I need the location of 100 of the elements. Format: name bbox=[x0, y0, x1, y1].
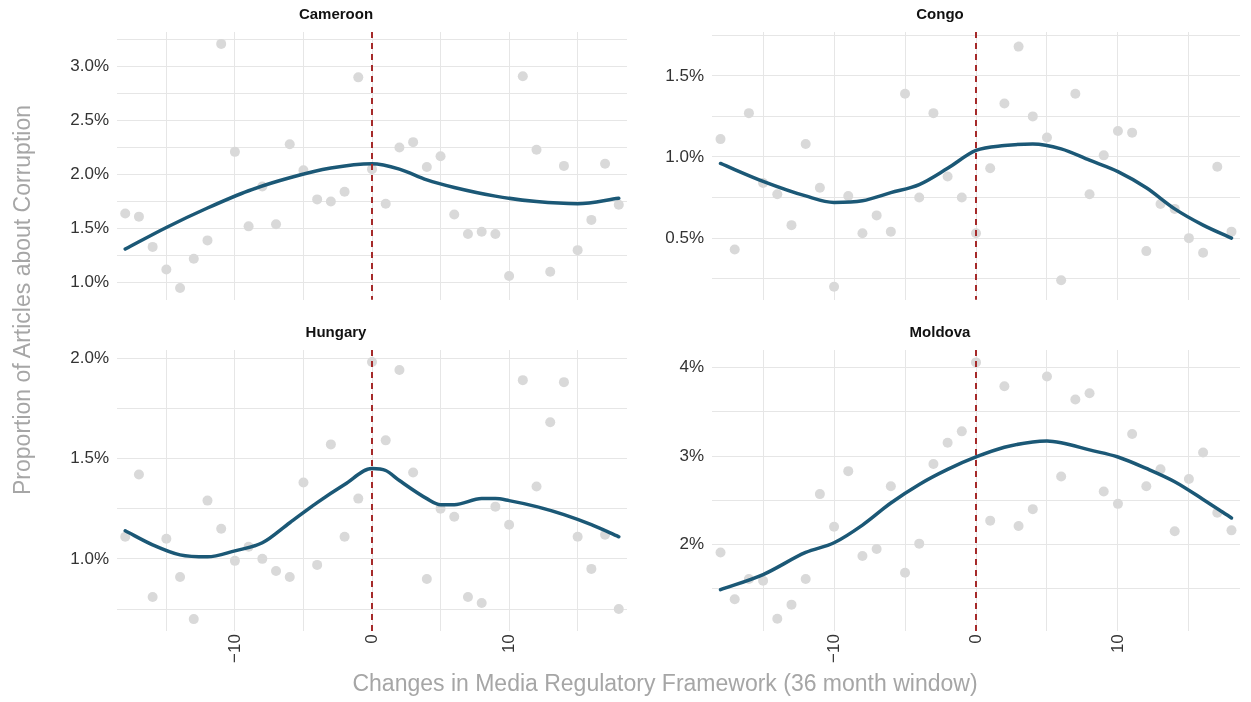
point bbox=[504, 519, 515, 530]
point bbox=[216, 523, 227, 534]
point bbox=[298, 477, 309, 488]
point bbox=[1084, 189, 1095, 200]
point bbox=[133, 211, 144, 222]
point bbox=[380, 198, 391, 209]
point bbox=[161, 264, 172, 275]
point bbox=[312, 559, 323, 570]
y-tick-label: 1.0% bbox=[70, 272, 109, 292]
point bbox=[133, 469, 144, 480]
point bbox=[758, 575, 769, 586]
point bbox=[271, 219, 282, 230]
point bbox=[914, 192, 925, 203]
point bbox=[284, 571, 295, 582]
y-tick-label: 1.5% bbox=[70, 218, 109, 238]
chart-title: Cameroon bbox=[298, 5, 374, 23]
point bbox=[216, 38, 227, 49]
y-tick-label: 1.0% bbox=[70, 548, 109, 568]
point bbox=[1141, 481, 1152, 492]
point bbox=[1226, 226, 1237, 237]
point bbox=[1041, 132, 1052, 143]
point bbox=[353, 72, 364, 83]
point bbox=[449, 209, 460, 220]
x-tick-label: 0 bbox=[965, 634, 985, 644]
point bbox=[914, 538, 925, 549]
point bbox=[715, 547, 726, 558]
point bbox=[1112, 126, 1123, 137]
point bbox=[999, 98, 1010, 109]
point bbox=[462, 592, 473, 603]
point bbox=[613, 199, 624, 210]
point bbox=[339, 186, 350, 197]
point bbox=[800, 138, 811, 149]
point bbox=[325, 439, 336, 450]
x-tick-label: −10 bbox=[224, 634, 244, 664]
point bbox=[462, 228, 473, 239]
point bbox=[147, 592, 158, 603]
point bbox=[928, 108, 939, 119]
x-tick-label: −10 bbox=[823, 634, 843, 664]
line-series bbox=[718, 439, 1234, 592]
point bbox=[786, 599, 797, 610]
point bbox=[885, 226, 896, 237]
point bbox=[531, 144, 542, 155]
chart-title: Hungary bbox=[305, 323, 368, 341]
point bbox=[1027, 504, 1038, 515]
point bbox=[1183, 474, 1194, 485]
point bbox=[243, 221, 254, 232]
point bbox=[1098, 150, 1109, 161]
point bbox=[284, 139, 295, 150]
point bbox=[871, 210, 882, 221]
point bbox=[586, 214, 597, 225]
point bbox=[772, 613, 783, 624]
y-tick-label: 2.5% bbox=[70, 110, 109, 130]
point bbox=[572, 531, 583, 542]
point bbox=[885, 481, 896, 492]
point bbox=[786, 220, 797, 231]
y-tick-label: 1.5% bbox=[665, 65, 704, 85]
y-tick-label: 4% bbox=[679, 357, 704, 377]
point bbox=[1070, 88, 1081, 99]
point bbox=[312, 194, 323, 205]
point bbox=[985, 515, 996, 526]
point bbox=[1198, 247, 1209, 258]
point bbox=[814, 182, 825, 193]
chart-title: Congo bbox=[916, 5, 964, 23]
point bbox=[1183, 233, 1194, 244]
point bbox=[421, 573, 432, 584]
point bbox=[1027, 111, 1038, 122]
chart-title: Moldova bbox=[909, 323, 972, 341]
point bbox=[871, 543, 882, 554]
x-tick-label: 0 bbox=[361, 634, 381, 644]
point bbox=[985, 163, 996, 174]
point bbox=[229, 555, 240, 566]
point bbox=[729, 244, 740, 255]
y-tick-label: 0.5% bbox=[665, 227, 704, 247]
point bbox=[147, 241, 158, 252]
point bbox=[517, 375, 528, 386]
point bbox=[1127, 127, 1138, 138]
point bbox=[956, 192, 967, 203]
point bbox=[956, 426, 967, 437]
point bbox=[715, 134, 726, 145]
point bbox=[188, 253, 199, 264]
point bbox=[175, 282, 186, 293]
point bbox=[257, 553, 268, 564]
point bbox=[490, 228, 501, 239]
y-tick-label: 3.0% bbox=[70, 56, 109, 76]
point bbox=[1169, 526, 1180, 537]
point bbox=[504, 271, 515, 282]
point bbox=[814, 489, 825, 500]
x-axis-title: Changes in Media Regulatory Framework (36 month window) bbox=[352, 670, 978, 697]
point bbox=[408, 467, 419, 478]
point bbox=[1127, 429, 1138, 439]
point bbox=[586, 563, 597, 574]
point bbox=[942, 437, 953, 448]
point bbox=[600, 158, 611, 169]
point bbox=[271, 565, 282, 576]
point bbox=[1212, 161, 1223, 172]
point bbox=[545, 417, 556, 428]
point bbox=[435, 151, 446, 162]
y-tick-label: 2.0% bbox=[70, 347, 109, 367]
point bbox=[120, 531, 131, 542]
point bbox=[843, 466, 854, 477]
